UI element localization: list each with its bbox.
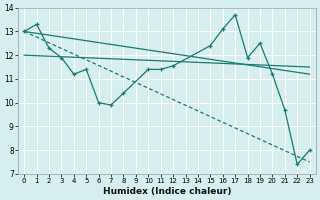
X-axis label: Humidex (Indice chaleur): Humidex (Indice chaleur) xyxy=(103,187,231,196)
